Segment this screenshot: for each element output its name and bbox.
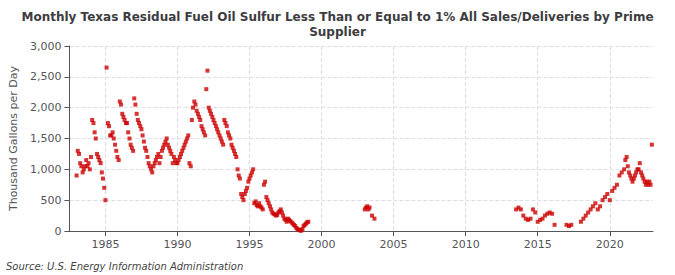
- svg-text:3,000: 3,000: [30, 40, 62, 53]
- svg-text:0: 0: [54, 225, 61, 238]
- svg-text:Monthly Texas Residual Fuel Oi: Monthly Texas Residual Fuel Oil Sulfur L…: [21, 10, 653, 24]
- svg-text:2020: 2020: [596, 238, 624, 251]
- svg-text:1995: 1995: [236, 238, 264, 251]
- svg-text:1,500: 1,500: [30, 132, 62, 145]
- svg-text:2000: 2000: [308, 238, 336, 251]
- svg-text:Source: U.S. Energy Informatio: Source: U.S. Energy Information Administ…: [6, 261, 243, 272]
- svg-text:2,000: 2,000: [30, 101, 62, 114]
- svg-text:Supplier: Supplier: [309, 25, 366, 39]
- svg-text:1,000: 1,000: [30, 163, 62, 176]
- svg-text:2,500: 2,500: [30, 70, 62, 83]
- svg-text:1985: 1985: [91, 238, 119, 251]
- svg-text:Thousand Gallons per Day: Thousand Gallons per Day: [7, 65, 20, 212]
- svg-text:2005: 2005: [380, 238, 408, 251]
- svg-text:2010: 2010: [452, 238, 480, 251]
- svg-text:1990: 1990: [163, 238, 191, 251]
- svg-text:2015: 2015: [524, 238, 552, 251]
- svg-text:500: 500: [40, 194, 61, 207]
